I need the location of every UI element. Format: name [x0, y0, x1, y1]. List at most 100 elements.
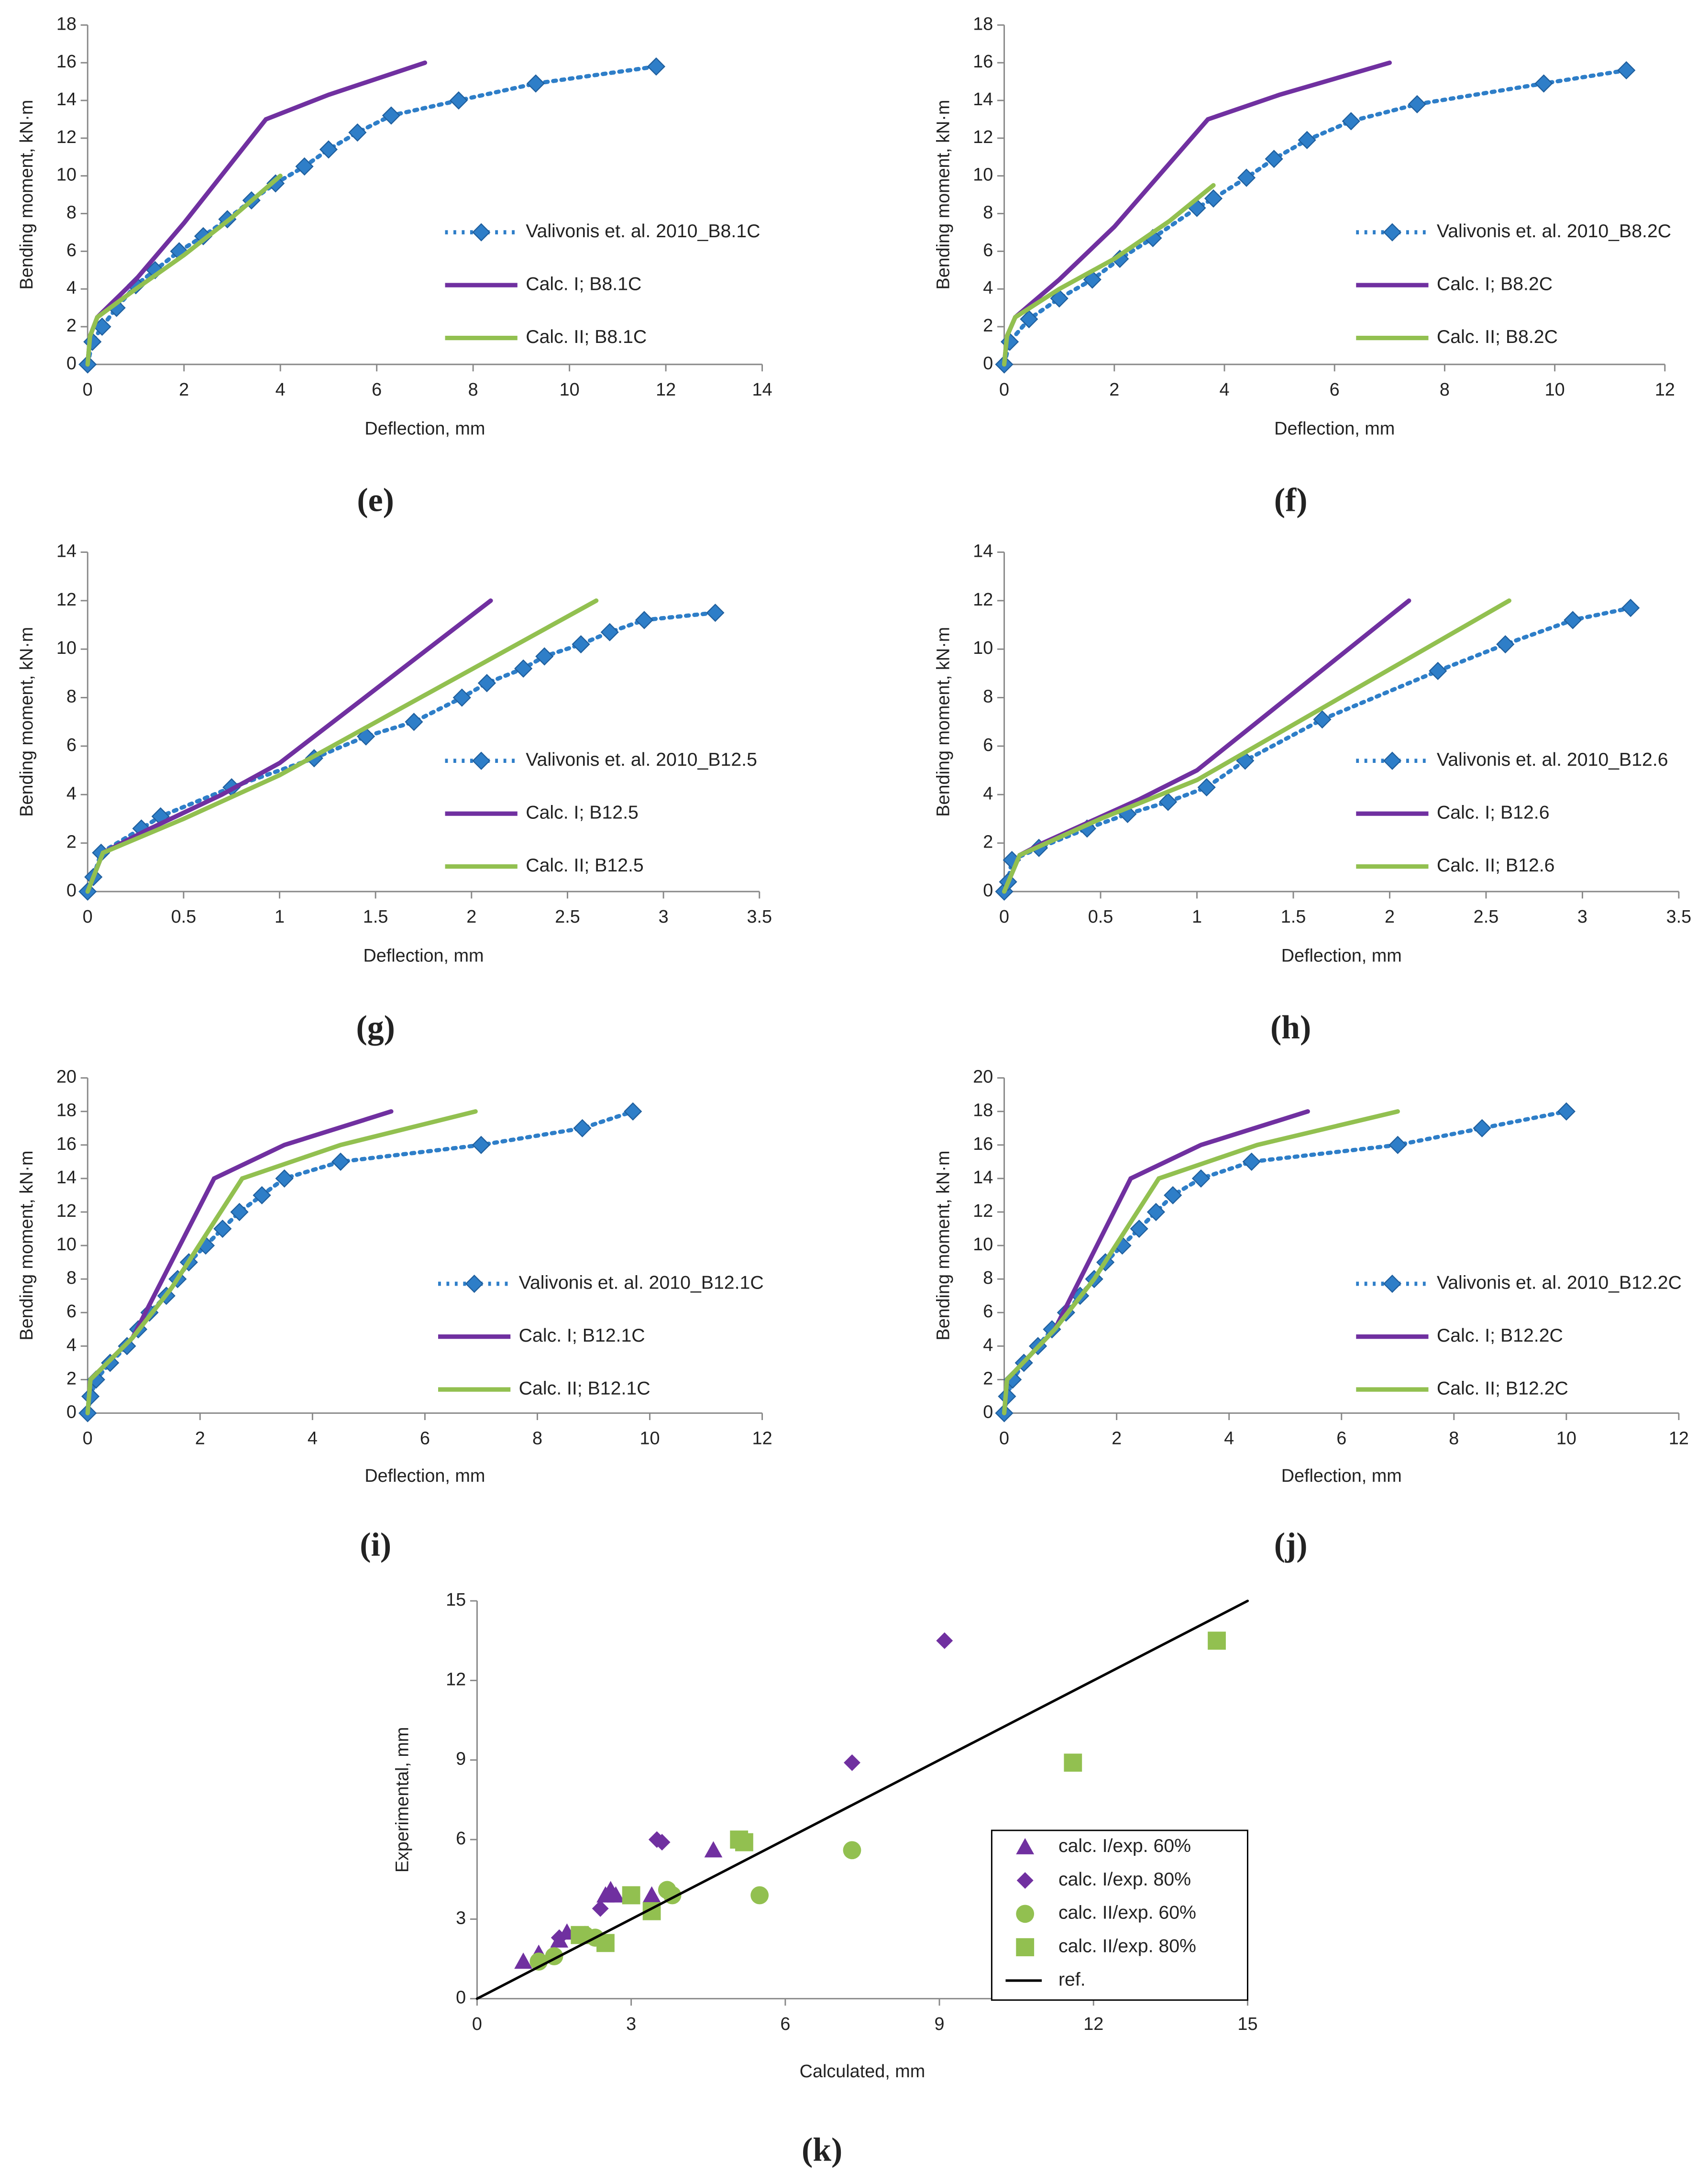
y-tick-label: 12	[56, 1201, 77, 1221]
y-axis-label: Bending moment, kN·m	[934, 100, 954, 290]
legend-marker	[1383, 1274, 1401, 1293]
y-tick-label: 2	[983, 316, 993, 336]
x-tick-label: 8	[1440, 380, 1450, 400]
x-tick-label: 6	[1336, 1429, 1346, 1449]
y-tick-label: 9	[456, 1749, 466, 1769]
marker	[596, 1934, 615, 1952]
marker	[1564, 611, 1582, 629]
marker	[405, 713, 423, 731]
y-tick-label: 10	[56, 1234, 77, 1255]
y-tick-label: 4	[66, 1335, 77, 1355]
y-tick-label: 16	[56, 1134, 77, 1154]
series-line	[1002, 598, 1511, 894]
y-tick-label: 0	[66, 353, 77, 374]
x-tick-label: 4	[1219, 380, 1229, 400]
y-tick-label: 18	[56, 1101, 77, 1121]
x-tick-label: 4	[275, 380, 286, 400]
marker	[1621, 598, 1640, 617]
y-tick-label: 2	[66, 832, 77, 852]
marker	[1191, 1169, 1211, 1188]
y-tick-label: 6	[66, 240, 77, 260]
y-tick-label: 18	[973, 14, 993, 34]
marker	[1557, 1102, 1576, 1121]
legend-label: Valivonis et. al. 2010_B12.2C	[1437, 1272, 1682, 1293]
legend-label: Valivonis et. al. 2010_B12.6	[1437, 749, 1668, 770]
panel-label: (i)	[360, 1527, 391, 1564]
y-axis-label: Bending moment, kN·m	[934, 1151, 954, 1341]
x-axis-label: Deflection, mm	[364, 1466, 485, 1486]
marker	[477, 674, 496, 693]
marker	[253, 1186, 271, 1205]
x-tick-label: 12	[752, 1429, 772, 1449]
x-tick-label: 0	[999, 380, 1009, 400]
x-tick-label: 6	[420, 1429, 430, 1449]
x-tick-label: 3	[626, 2014, 636, 2034]
x-tick-label: 3.5	[747, 907, 772, 927]
panel-label: (g)	[356, 1009, 395, 1046]
y-tick-label: 14	[56, 1168, 77, 1188]
marker	[275, 1169, 294, 1188]
x-tick-label: 3	[1577, 907, 1587, 927]
series-line	[85, 64, 659, 367]
y-tick-label: 10	[56, 165, 77, 185]
y-tick-label: 4	[66, 783, 77, 804]
marker	[642, 1886, 661, 1903]
x-axis-label: Deflection, mm	[1281, 946, 1402, 966]
y-tick-label: 18	[973, 1101, 993, 1121]
marker	[527, 74, 545, 93]
marker	[1237, 168, 1256, 187]
y-tick-label: 12	[973, 1201, 993, 1221]
y-tick-label: 8	[983, 1268, 993, 1288]
marker	[843, 1841, 861, 1860]
legend-marker	[1383, 751, 1401, 770]
marker	[331, 1152, 350, 1171]
panel-label: (j)	[1274, 1527, 1308, 1564]
y-tick-label: 10	[973, 165, 993, 185]
x-tick-label: 0	[83, 380, 93, 400]
legend-marker	[465, 1274, 484, 1293]
legend-label: Calc. I; B8.1C	[526, 274, 641, 295]
x-tick-label: 12	[1655, 380, 1675, 400]
y-tick-label: 2	[66, 316, 77, 336]
marker	[624, 1102, 642, 1121]
marker	[535, 647, 554, 666]
y-tick-label: 10	[973, 1234, 993, 1255]
y-tick-label: 12	[56, 590, 77, 610]
marker	[635, 611, 654, 629]
legend-label: Calc. I; B12.5	[526, 802, 639, 823]
x-tick-label: 12	[1669, 1429, 1689, 1449]
legend-label: Calc. II; B12.1C	[519, 1378, 650, 1399]
x-axis-label: Deflection, mm	[1281, 1466, 1402, 1486]
y-tick-label: 6	[456, 1829, 466, 1849]
marker	[1265, 150, 1283, 168]
x-tick-label: 10	[560, 380, 580, 400]
y-tick-label: 20	[56, 1067, 77, 1087]
marker	[514, 659, 533, 678]
marker	[551, 1929, 568, 1946]
y-axis-label: Bending moment, kN·m	[934, 627, 954, 817]
legend-label: Calc. I; B12.6	[1437, 802, 1550, 823]
y-axis-label: Bending moment, kN·m	[17, 627, 37, 817]
marker	[1146, 1202, 1165, 1222]
marker	[1242, 1152, 1261, 1171]
marker	[647, 57, 666, 76]
y-axis-label: Experimental, mm	[392, 1727, 412, 1873]
legend-label: calc. II/exp. 80%	[1058, 1936, 1196, 1957]
y-tick-label: 16	[973, 52, 993, 72]
y-tick-label: 14	[973, 1168, 993, 1188]
series-line	[1002, 68, 1629, 367]
y-tick-label: 6	[66, 1301, 77, 1322]
x-tick-label: 6	[372, 380, 382, 400]
y-tick-label: 4	[983, 783, 993, 804]
x-tick-label: 6	[780, 2014, 790, 2034]
y-tick-label: 14	[973, 89, 993, 110]
y-tick-label: 14	[56, 541, 77, 561]
marker	[735, 1833, 753, 1851]
y-axis-label: Bending moment, kN·m	[17, 100, 37, 290]
panel-label: (k)	[802, 2132, 842, 2169]
x-tick-label: 0	[999, 907, 1009, 927]
marker	[319, 140, 338, 159]
legend-label: Valivonis et. al. 2010_B8.1C	[526, 220, 760, 242]
marker	[1429, 661, 1447, 680]
marker	[449, 91, 468, 110]
